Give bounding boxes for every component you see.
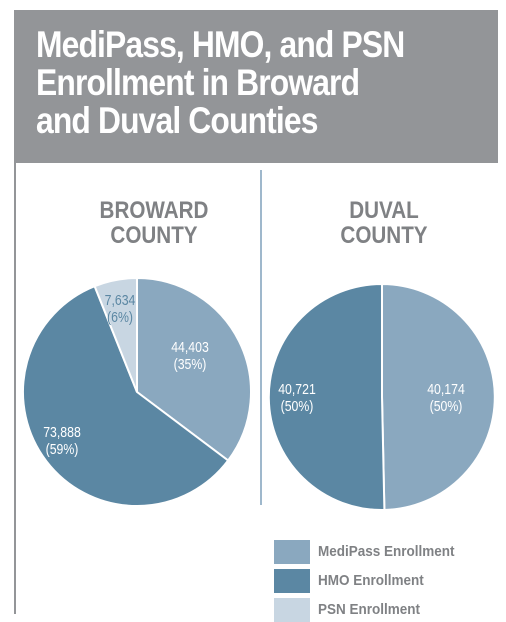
legend-label-psn: PSN Enrollment: [318, 601, 421, 618]
broward-percent-label-psn: (6%): [107, 309, 133, 325]
broward-slice-psn: [93, 276, 138, 393]
legend-swatch-psn: [274, 598, 310, 622]
duval-label-hmo: 40,721(50%): [278, 381, 316, 414]
pie-charts: 44,403(35%)73,888(59%)7,634(6%)40,174(50…: [22, 276, 496, 511]
broward-label-psn: 7,634(6%): [105, 292, 136, 325]
broward-value-label-psn: 7,634: [105, 292, 136, 308]
title-bar: MediPass, HMO, and PSN Enrollment in Bro…: [14, 10, 498, 163]
broward-value-label-hmo: 73,888: [43, 424, 81, 440]
legend-item-hmo: HMO Enrollment: [274, 569, 494, 593]
duval-slice-hmo: [267, 282, 386, 511]
legend-label-medipass: MediPass Enrollment: [318, 543, 455, 560]
duval-slice-medipass: [381, 282, 496, 511]
legend-item-medipass: MediPass Enrollment: [274, 540, 494, 564]
broward-percent-label-medipass: (35%): [174, 356, 207, 372]
county-divider: [260, 170, 262, 505]
duval-value-label-medipass: 40,174: [427, 381, 465, 397]
duval-value-label-hmo: 40,721: [278, 381, 316, 397]
legend-item-psn: PSN Enrollment: [274, 598, 494, 622]
broward-value-label-medipass: 44,403: [171, 339, 209, 355]
broward-slice-hmo: [22, 284, 230, 508]
duval-county-heading: DUVAL COUNTY: [340, 197, 428, 249]
chart-title: MediPass, HMO, and PSN Enrollment in Bro…: [36, 24, 405, 141]
broward-percent-label-hmo: (59%): [46, 441, 79, 457]
legend-swatch-medipass: [274, 540, 310, 564]
left-border: [14, 163, 16, 614]
broward-county-heading: BROWARD COUNTY: [99, 197, 209, 249]
duval-percent-label-medipass: (50%): [430, 398, 463, 414]
infographic-frame: MediPass, HMO, and PSN Enrollment in Bro…: [14, 10, 498, 622]
broward-slice-medipass: [136, 276, 252, 462]
legend-label-hmo: HMO Enrollment: [318, 572, 424, 589]
duval-percent-label-hmo: (50%): [281, 398, 314, 414]
duval-label-medipass: 40,174(50%): [427, 381, 465, 414]
broward-label-hmo: 73,888(59%): [43, 424, 81, 457]
broward-label-medipass: 44,403(35%): [171, 339, 209, 372]
legend-swatch-hmo: [274, 569, 310, 593]
